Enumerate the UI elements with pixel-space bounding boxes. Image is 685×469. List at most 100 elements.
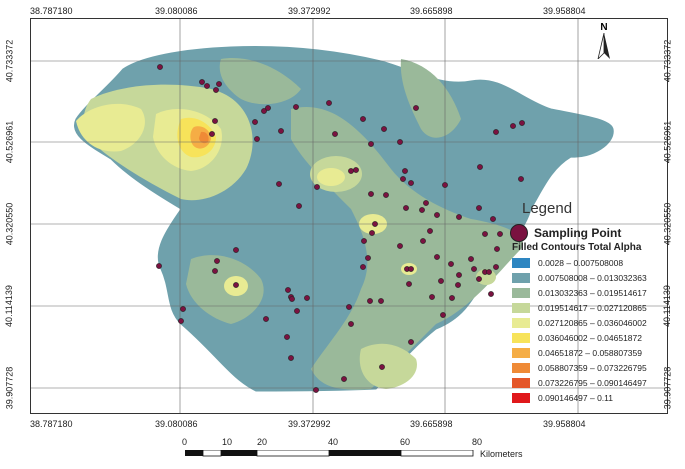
sampling-point (372, 221, 378, 227)
sampling-point (332, 131, 338, 137)
sampling-point (406, 281, 412, 287)
lon-label-top-1: 38.787180 (30, 6, 73, 16)
sampling-point (261, 108, 267, 114)
sampling-point (413, 105, 419, 111)
sampling-point (276, 181, 282, 187)
sampling-point (285, 287, 291, 293)
legend-sampling-point: Sampling Point (510, 224, 621, 242)
legend-class-3: 0.013032363 – 0.019514617 (512, 288, 647, 298)
contour-map[interactable] (31, 19, 667, 413)
sampling-point (434, 212, 440, 218)
legend-class-label: 0.090146497 – 0.11 (538, 393, 613, 403)
swatch-7 (512, 348, 530, 358)
sampling-point (429, 294, 435, 300)
swatch-10 (512, 393, 530, 403)
legend-class-2: 0.007508008 – 0.013032363 (512, 273, 647, 283)
lon-label-bottom-5: 39.958804 (543, 419, 586, 429)
sampling-point (209, 131, 215, 137)
sampling-point (493, 129, 499, 135)
sampling-point (157, 64, 163, 70)
scale-bar-graphic (185, 450, 474, 457)
sampling-point (476, 205, 482, 211)
sampling-point (156, 263, 162, 269)
swatch-3 (512, 288, 530, 298)
sampling-point (408, 266, 414, 272)
sampling-point (400, 176, 406, 182)
legend-class-label: 0.007508008 – 0.013032363 (538, 273, 647, 283)
scale-tick-0: 0 (182, 437, 188, 447)
sampling-point (488, 291, 494, 297)
sampling-point (442, 182, 448, 188)
sampling-point (397, 243, 403, 249)
legend-class-4: 0.019514617 – 0.027120865 (512, 303, 647, 313)
sampling-point (490, 216, 496, 222)
lon-label-bottom-2: 39.080086 (155, 419, 198, 429)
legend-class-10: 0.090146497 – 0.11 (512, 393, 613, 403)
lat-label-right-1: 40.733372 (662, 39, 673, 83)
sampling-point (361, 238, 367, 244)
sampling-point (199, 79, 205, 85)
sampling-point (296, 203, 302, 209)
sampling-point (434, 254, 440, 260)
sampling-point (289, 296, 295, 302)
sampling-point (346, 304, 352, 310)
lat-label-left-5: 39.907728 (4, 366, 15, 410)
sampling-point (449, 295, 455, 301)
scale-tick-10: 10 (222, 437, 233, 447)
sampling-point (379, 364, 385, 370)
sampling-point (313, 387, 319, 393)
sampling-point (408, 180, 414, 186)
sampling-point (252, 119, 258, 125)
sampling-point (438, 278, 444, 284)
scale-tick-40: 40 (328, 437, 339, 447)
sampling-point (471, 266, 477, 272)
sampling-points (156, 64, 525, 393)
sampling-point (368, 191, 374, 197)
sampling-point (213, 87, 219, 93)
sampling-point (314, 184, 320, 190)
sampling-point (348, 321, 354, 327)
lat-label-left-2: 40.526961 (4, 120, 15, 164)
lon-label-top-3: 39.372992 (288, 6, 331, 16)
sampling-point (233, 282, 239, 288)
swatch-8 (512, 363, 530, 373)
sampling-point (518, 176, 524, 182)
sampling-point (403, 205, 409, 211)
sampling-point (212, 268, 218, 274)
sampling-point (440, 312, 446, 318)
sampling-point (427, 228, 433, 234)
sampling-point (254, 136, 260, 142)
lon-label-top-5: 39.958804 (543, 6, 586, 16)
legend-class-1: 0.0028 – 0.007508008 (512, 258, 623, 268)
scale-tick-80: 80 (472, 437, 483, 447)
map-frame (30, 18, 668, 414)
legend-class-label: 0.0028 – 0.007508008 (538, 258, 624, 268)
sampling-point (180, 306, 186, 312)
legend-class-label: 0.04651872 – 0.058807359 (538, 348, 642, 358)
sampling-point (367, 298, 373, 304)
north-arrow: N (597, 22, 611, 64)
sampling-point (420, 238, 426, 244)
sampling-point (353, 167, 359, 173)
sampling-point (214, 258, 220, 264)
sampling-point (397, 139, 403, 145)
north-label: N (600, 22, 608, 33)
legend-class-5: 0.027120865 – 0.036046002 (512, 318, 647, 328)
north-arrow-icon (597, 32, 610, 61)
sampling-point (408, 339, 414, 345)
sampling-point (278, 128, 284, 134)
lat-label-right-5: 39.907728 (662, 366, 673, 410)
swatch-4 (512, 303, 530, 313)
sampling-point (494, 246, 500, 252)
sampling-point (212, 118, 218, 124)
sampling-point (284, 334, 290, 340)
sampling-point (497, 231, 503, 237)
scale-tick-20: 20 (257, 437, 268, 447)
sampling-point (448, 261, 454, 267)
legend-class-8: 0.058807359 – 0.073226795 (512, 363, 647, 373)
lat-label-right-4: 40.114139 (661, 285, 672, 327)
swatch-1 (512, 258, 530, 268)
sampling-point (455, 282, 461, 288)
scale-unit: Kilometers (480, 449, 523, 459)
sampling-point-symbol-icon (510, 224, 528, 242)
